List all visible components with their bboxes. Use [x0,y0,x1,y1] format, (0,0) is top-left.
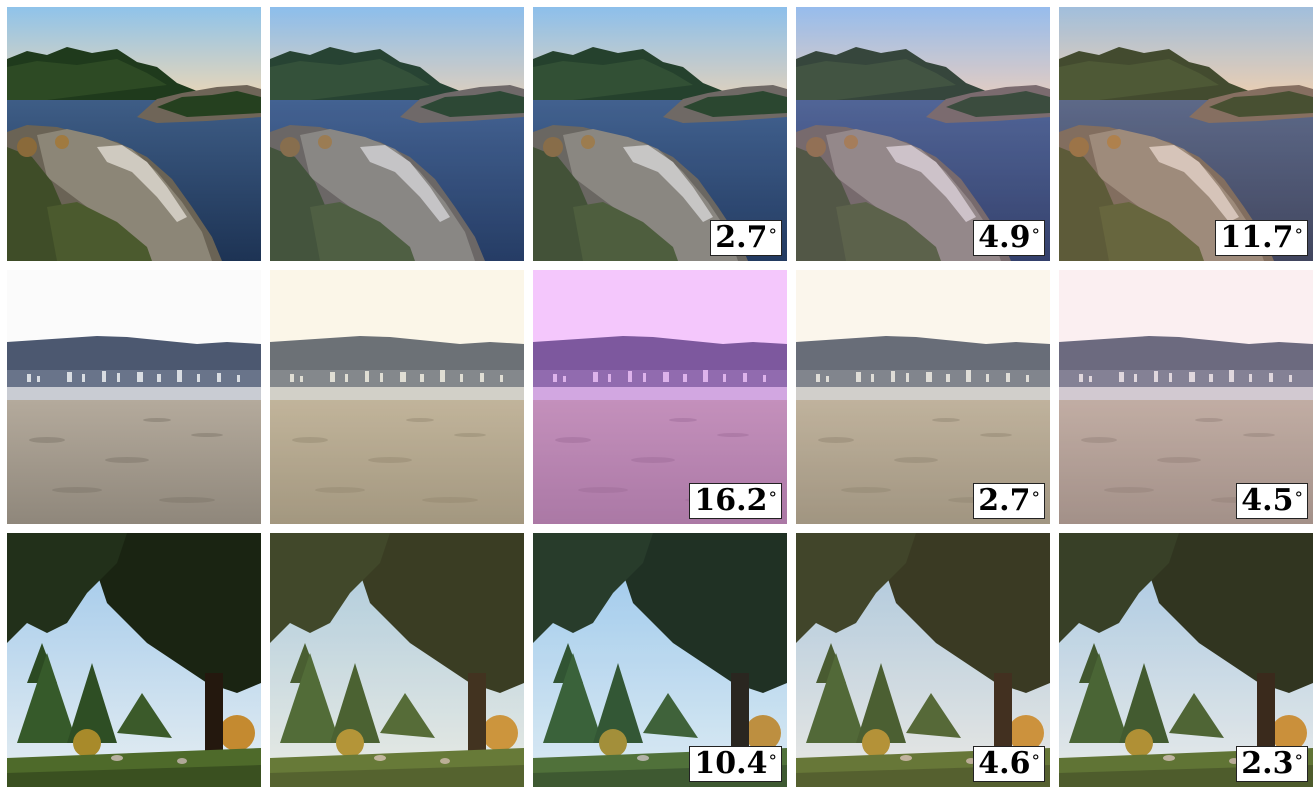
image-tile-park-tree-ground-truth [270,533,524,787]
image-tile-coast-rocks-method-a: 2.7° [533,7,787,261]
park-tree-photo [1059,533,1313,787]
image-tile-beach-city-method-a: 16.2° [533,270,787,524]
beach-city-photo [1059,270,1313,524]
image-tile-coast-rocks-method-c: 11.7° [1059,7,1313,261]
park-tree-photo [270,533,524,787]
angular-error-value: 4.9 [978,220,1031,255]
angular-error-value: 2.7 [715,220,768,255]
angular-error-label: 11.7° [1215,220,1308,256]
image-tile-beach-city-method-c: 4.5° [1059,270,1313,524]
angular-error-label: 4.9° [973,220,1045,256]
angular-error-value: 2.7 [978,483,1031,518]
angular-error-label: 2.3° [1236,746,1308,782]
image-tile-coast-rocks-ground-truth [270,7,524,261]
coast-rocks-photo [7,7,261,261]
angular-error-value: 11.7 [1220,220,1294,255]
image-tile-coast-rocks-method-b: 4.9° [796,7,1050,261]
angular-error-value: 2.3 [1241,746,1294,781]
degree-symbol: ° [768,226,778,246]
image-grid: 2.7° 4.9° 11.7° [7,7,1313,787]
image-tile-park-tree-method-c: 2.3° [1059,533,1313,787]
angular-error-value: 4.5 [1241,483,1294,518]
degree-symbol: ° [1031,752,1041,772]
coast-rocks-photo [533,7,787,261]
angular-error-value: 4.6 [978,746,1031,781]
angular-error-value: 10.4 [694,746,768,781]
angular-error-label: 4.5° [1236,483,1308,519]
image-tile-park-tree-method-b: 4.6° [796,533,1050,787]
degree-symbol: ° [1294,226,1304,246]
image-tile-coast-rocks-input [7,7,261,261]
degree-symbol: ° [1031,489,1041,509]
degree-symbol: ° [1031,226,1041,246]
angular-error-label: 10.4° [689,746,782,782]
degree-symbol: ° [768,752,778,772]
image-tile-beach-city-method-b: 2.7° [796,270,1050,524]
park-tree-photo [796,533,1050,787]
beach-city-photo [7,270,261,524]
degree-symbol: ° [768,489,778,509]
coast-rocks-photo [270,7,524,261]
coast-rocks-photo [796,7,1050,261]
image-tile-beach-city-ground-truth [270,270,524,524]
beach-city-photo [270,270,524,524]
image-tile-park-tree-method-a: 10.4° [533,533,787,787]
coast-rocks-photo [1059,7,1313,261]
angular-error-value: 16.2 [694,483,768,518]
degree-symbol: ° [1294,489,1304,509]
angular-error-label: 2.7° [710,220,782,256]
degree-symbol: ° [1294,752,1304,772]
angular-error-label: 2.7° [973,483,1045,519]
angular-error-label: 4.6° [973,746,1045,782]
image-tile-beach-city-input [7,270,261,524]
park-tree-photo [7,533,261,787]
image-tile-park-tree-input [7,533,261,787]
angular-error-label: 16.2° [689,483,782,519]
beach-city-photo [796,270,1050,524]
